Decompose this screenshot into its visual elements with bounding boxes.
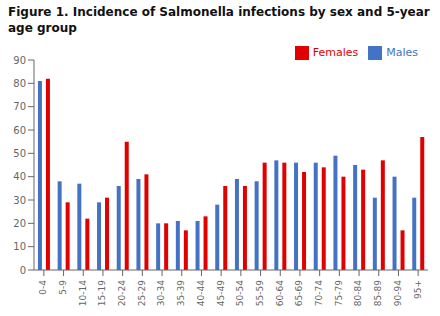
svg-text:20: 20 <box>13 218 26 229</box>
html-text:Females: Females <box>312 46 359 59</box>
svg-text:60: 60 <box>13 125 26 136</box>
svg-text:20-24: 20-24 <box>117 280 127 306</box>
svg-text:50-54: 50-54 <box>235 280 245 306</box>
svg-text:30: 30 <box>13 195 26 206</box>
svg-text:15-19: 15-19 <box>97 280 107 306</box>
svg-text:45-49: 45-49 <box>216 280 226 306</box>
svg-text:95+: 95+ <box>413 280 423 299</box>
svg-text:65-69: 65-69 <box>294 280 304 306</box>
svg-text:60-64: 60-64 <box>275 280 285 306</box>
svg-text:30-34: 30-34 <box>156 280 166 306</box>
svg-text:0-4: 0-4 <box>38 280 48 295</box>
svg-text:40-44: 40-44 <box>196 280 206 306</box>
svg-text:90-94: 90-94 <box>393 280 403 306</box>
svg-text:80: 80 <box>13 78 26 89</box>
svg-text:0: 0 <box>20 265 26 276</box>
svg-text:70-74: 70-74 <box>314 280 324 306</box>
svg-text:50: 50 <box>13 148 26 159</box>
svg-text:90: 90 <box>13 55 26 66</box>
svg-text:75-79: 75-79 <box>334 280 344 306</box>
svg-text:25-29: 25-29 <box>137 280 147 306</box>
svg-text:5-9: 5-9 <box>58 280 68 295</box>
svg-text:70: 70 <box>13 101 26 112</box>
svg-text:40: 40 <box>13 171 26 182</box>
svg-text:55-59: 55-59 <box>255 280 265 306</box>
svg-text:80-84: 80-84 <box>353 280 363 306</box>
html-text:Figure 1. Incidence of Salmone: Figure 1. Incidence of Salmonella infect… <box>8 5 430 35</box>
svg-text:10: 10 <box>13 241 26 252</box>
svg-text:35-39: 35-39 <box>176 280 186 306</box>
html-text:Males: Males <box>386 46 418 59</box>
svg-text:10-14: 10-14 <box>78 280 88 306</box>
svg-text:85-89: 85-89 <box>373 280 383 306</box>
